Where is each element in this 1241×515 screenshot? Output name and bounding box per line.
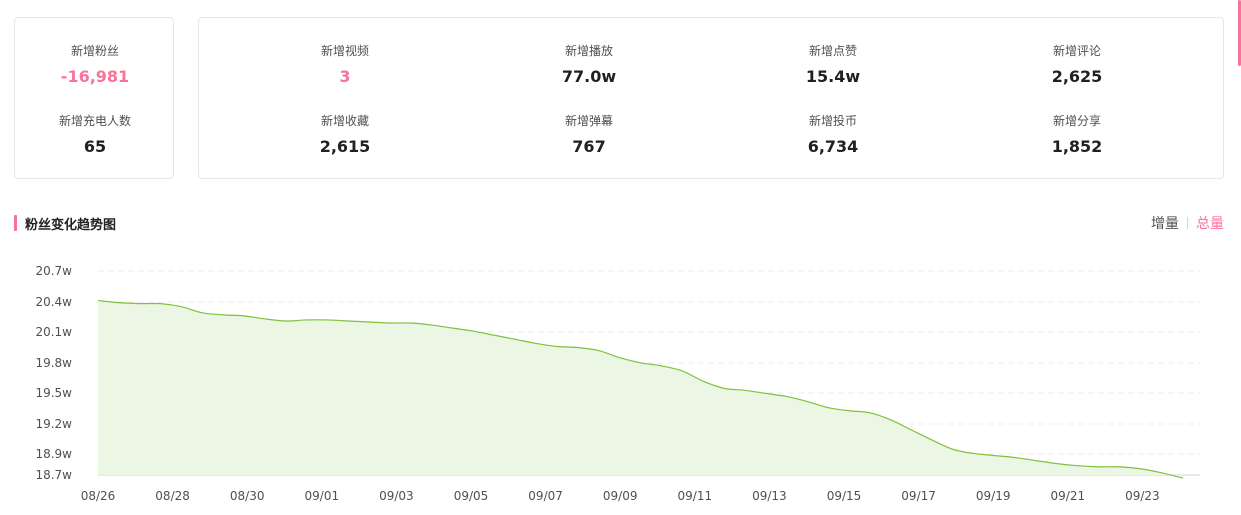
x-tick-label: 09/01 [305,489,340,503]
stat-label: 新增评论 [1052,44,1101,58]
x-tick-label: 09/13 [752,489,787,503]
series-line [97,299,1184,479]
summary-card-content: 新增视频 3 新增播放 77.0w 新增点赞 15.4w 新增评论 2,625 … [198,17,1224,179]
y-tick-label: 20.4w [35,295,72,309]
stat-value: 1,852 [1051,137,1103,156]
x-tick-label: 08/26 [81,489,116,503]
x-tick-label: 08/30 [230,489,265,503]
view-toggle: 增量 总量 [1151,214,1224,232]
y-tick-label: 20.1w [35,325,72,339]
stat-label: 新增充电人数 [58,114,131,128]
chart-y-axis: 20.7w 20.4w 20.1w 19.8w 19.5w 19.2w 18.9w 18.7w [35,264,72,482]
stat-label: 新增分享 [1052,114,1101,128]
y-tick-label: 20.7w [35,264,72,278]
stat-label: 新增粉丝 [70,44,119,58]
x-tick-label: 09/11 [678,489,713,503]
y-tick-label: 19.2w [35,417,72,431]
stat-value: 3 [339,67,351,86]
stat-new-chargers: 新增充电人数 65 [15,113,175,157]
stat-new-fans: 新增粉丝 -16,981 [15,43,175,87]
stat-label: 新增弹幕 [564,114,613,128]
stat-new-comments: 新增评论 2,625 [997,43,1157,87]
y-tick-label: 19.8w [35,356,72,370]
title-accent-bar [14,215,17,231]
stat-value: 65 [83,137,107,156]
toggle-increment[interactable]: 增量 [1151,216,1179,232]
stat-value: 77.0w [561,67,617,86]
section-title: 粉丝变化趋势图 [25,217,117,233]
summary-card-fans: 新增粉丝 -16,981 新增充电人数 65 [14,17,174,179]
stat-new-videos: 新增视频 3 [265,43,425,87]
x-tick-label: 09/19 [976,489,1011,503]
stat-label: 新增投币 [808,114,857,128]
stat-value: -16,981 [60,67,130,86]
stat-new-danmaku: 新增弹幕 767 [509,113,669,157]
stat-label: 新增点赞 [808,44,857,58]
y-tick-label: 18.7w [35,468,72,482]
x-tick-label: 09/17 [901,489,936,503]
scrollbar-thumb[interactable] [1238,0,1241,66]
chart-x-axis: 08/26 08/28 08/30 09/01 09/03 09/05 09/07 09/09… [81,489,1160,503]
stat-label: 新增播放 [564,44,613,58]
stat-new-coins: 新增投币 6,734 [753,113,913,157]
stat-value: 2,625 [1051,67,1103,86]
fans-trend-chart: 20.7w 20.4w 20.1w 19.8w 19.5w 19.2w 18.9w 18.7w… [35,264,1200,503]
stat-new-favorites: 新增收藏 2,615 [265,113,425,157]
stat-value: 2,615 [319,137,371,156]
stat-new-likes: 新增点赞 15.4w [753,43,913,87]
stat-new-plays: 新增播放 77.0w [509,43,669,87]
x-tick-label: 09/03 [379,489,414,503]
toggle-divider [1187,217,1188,229]
stat-value: 15.4w [805,67,861,86]
x-tick-label: 09/23 [1125,489,1160,503]
stat-value: 767 [572,137,606,156]
toggle-total[interactable]: 总量 [1196,216,1224,232]
x-tick-label: 09/09 [603,489,638,503]
stat-label: 新增视频 [320,44,369,58]
y-tick-label: 18.9w [35,447,72,461]
series-area [98,300,1183,479]
section-header: 粉丝变化趋势图 [14,214,117,233]
x-tick-label: 09/21 [1051,489,1086,503]
x-tick-label: 08/28 [155,489,190,503]
stat-value: 6,734 [807,137,859,156]
x-tick-label: 09/07 [528,489,563,503]
stat-label: 新增收藏 [320,114,369,128]
x-tick-label: 09/15 [827,489,862,503]
x-tick-label: 09/05 [454,489,489,503]
y-tick-label: 19.5w [35,386,72,400]
stat-new-shares: 新增分享 1,852 [997,113,1157,157]
